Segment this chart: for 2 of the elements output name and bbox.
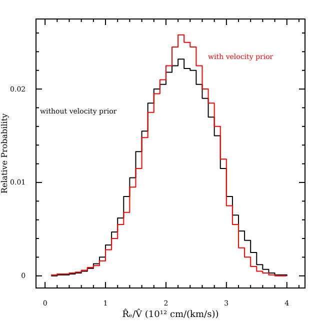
x-axis-title: R̂ₑ/V̂ (10¹² cm/(km/s)) xyxy=(122,308,219,320)
y-axis-title: Relative Probability xyxy=(0,112,9,194)
